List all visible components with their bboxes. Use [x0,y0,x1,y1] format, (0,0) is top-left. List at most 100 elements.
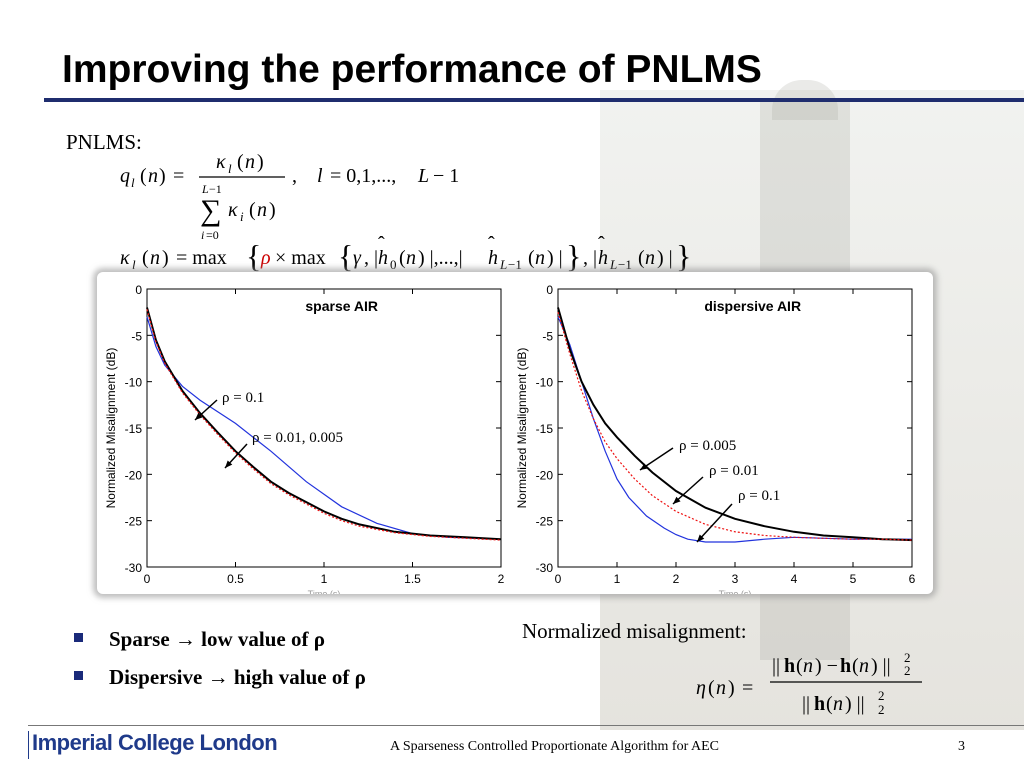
svg-text:(: ( [140,165,147,187]
svg-text:l: l [317,165,323,187]
formula-proportionate-gain: q l (n) = κ l (n) L −1 ∑ i =0 κ i (n) , l … [120,151,459,242]
svg-text:L: L [609,257,617,272]
svg-text:{: { [338,238,353,274]
svg-text:∑: ∑ [200,194,221,227]
svg-text:h: h [378,247,388,269]
y-tick-label: -5 [542,329,553,343]
annotation-arrowhead [195,412,203,420]
y-tick-label: -10 [125,376,143,390]
annotation-arrowhead [697,534,705,542]
svg-text:ρ: ρ [260,247,271,269]
plot-title: sparse AIR [305,298,378,314]
title-underline [44,98,1024,102]
svg-text:l: l [132,257,136,272]
svg-text:) −: ) − [815,655,838,677]
svg-text:, |: , | [583,247,597,269]
y-tick-label: -20 [125,468,143,482]
x-tick-label: 1.5 [404,572,421,586]
svg-text:n: n [645,247,655,269]
bullet-dispersive-text: Dispersive → high value of ρ [109,664,366,689]
bullet-list: Sparse → low value of ρ Dispersive → hig… [74,620,366,696]
svg-text:n: n [245,151,255,173]
svg-text:(: ( [638,247,645,269]
annotation-label: ρ = 0.005 [679,438,736,454]
formula-misalignment: η (n) = || h (n) − hˆ (n) || 22 || h (n)… [696,648,922,717]
y-tick-label: 0 [135,283,142,297]
x-tick-label: 6 [909,572,916,586]
svg-text:κ: κ [120,247,130,269]
svg-text:}: } [566,238,581,274]
page-number: 3 [958,739,965,754]
svg-text:(: ( [399,247,406,269]
formula-kappa: κ l (n) = max { ρ × max { γ , | hˆ 0 (n)… [120,234,691,274]
svg-text:−1: −1 [209,182,222,196]
y-axis-label: Normalized Misalignment (dB) [515,348,529,509]
svg-text:(: ( [796,655,803,677]
svg-text:n: n [833,693,843,715]
series-line-2 [146,309,502,541]
svg-text:, |: , | [364,247,378,269]
annotation-arrowhead [225,460,233,468]
imperial-logo-text: Imperial College London [32,730,278,755]
svg-text:n: n [148,165,158,187]
y-axis-label: Normalized Misalignment (dB) [104,348,118,509]
svg-text:(: ( [852,655,859,677]
svg-text:0: 0 [390,257,397,272]
svg-text:η: η [696,677,706,699]
pnlms-label: PNLMS: [66,130,142,154]
svg-text:ˆ: ˆ [488,234,495,255]
misalignment-label: Normalized misalignment: [522,619,747,643]
x-axis-label: Time (s) [719,589,752,594]
svg-text:= max: = max [176,247,227,269]
x-tick-label: 3 [732,572,739,586]
svg-text:}: } [676,238,691,274]
y-tick-label: -25 [536,515,554,529]
svg-text:n: n [257,199,267,221]
svg-text:− 1: − 1 [433,165,459,187]
svg-text:,: , [292,165,297,187]
svg-text:): ) [162,247,169,269]
y-tick-label: -15 [536,422,554,436]
svg-text:i: i [240,209,244,224]
x-axis-label: Time (s) [308,589,341,594]
svg-text:(: ( [826,693,833,715]
y-tick-label: -25 [125,515,143,529]
svg-text:||: || [772,655,780,677]
svg-text:=: = [742,677,753,699]
svg-text:n: n [535,247,545,269]
bullet-sparse-text: Sparse → low value of ρ [109,626,325,651]
svg-text:L: L [201,182,209,196]
x-tick-label: 2 [673,572,680,586]
svg-text:−1: −1 [508,257,522,272]
svg-text:=0: =0 [206,228,219,242]
bullet-square-icon [74,632,83,642]
slide-title: Improving the performance of PNLMS [62,48,762,91]
svg-text:n: n [150,247,160,269]
svg-text:h: h [598,247,608,269]
svg-text:(: ( [237,151,244,173]
svg-text:i: i [201,228,204,242]
x-tick-label: 2 [498,572,505,586]
svg-text:L: L [417,165,429,187]
svg-text:): ) [269,199,276,221]
x-tick-label: 5 [850,572,857,586]
svg-text:ˆ: ˆ [378,234,385,255]
svg-text:) ||: ) || [871,655,891,677]
svg-text:h: h [814,693,825,715]
svg-text:2: 2 [878,702,885,717]
svg-text:) ||: ) || [845,693,865,715]
plot-title: dispersive AIR [704,298,801,314]
annotation-arrowhead [640,463,648,470]
y-tick-label: -20 [536,468,554,482]
bullet-dispersive: Dispersive → high value of ρ [74,658,366,696]
x-tick-label: 4 [791,572,798,586]
x-tick-label: 1 [321,572,328,586]
svg-text:q: q [120,165,130,187]
svg-text:l: l [131,175,135,190]
svg-text:−1: −1 [618,257,632,272]
svg-text:n: n [803,655,813,677]
svg-text:2: 2 [904,663,911,678]
footer-title: A Sparseness Controlled Proportionate Al… [390,739,719,754]
svg-text:(: ( [142,247,149,269]
